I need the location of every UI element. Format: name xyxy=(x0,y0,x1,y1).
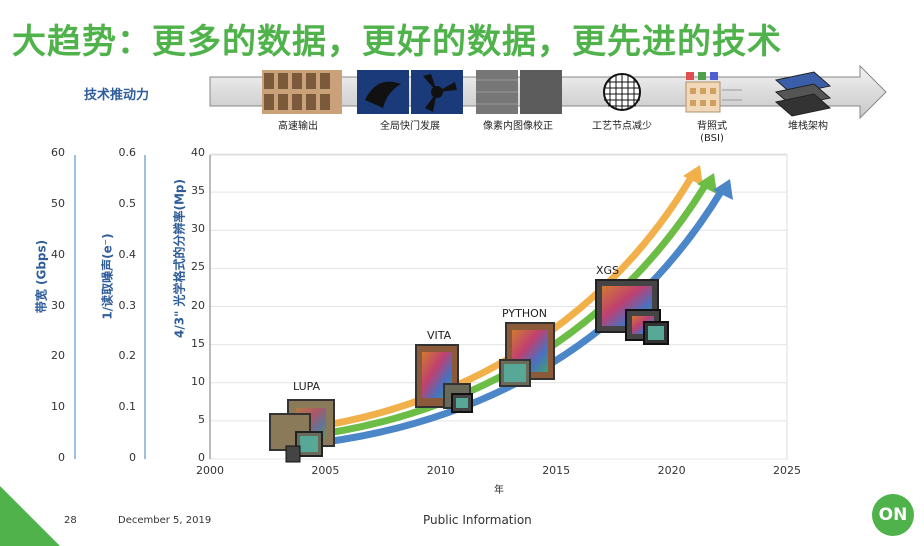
xgs-chips xyxy=(595,279,669,345)
tech-label-pixel-correction: 像素内图像校正 xyxy=(483,121,553,132)
tech-label-process-node: 工艺节点减少 xyxy=(592,121,652,132)
bandwidth-tick: 60 xyxy=(51,146,65,159)
stacked-architecture-image xyxy=(774,71,832,117)
tech-label-stacked: 堆栈架构 xyxy=(788,121,828,132)
on-logo: ON xyxy=(872,494,914,536)
noise-tick: 0.2 xyxy=(118,349,137,363)
x-tick: 2020 xyxy=(657,464,686,477)
bandwidth-axis-label: 带宽 (Gbps) xyxy=(34,239,49,314)
x-tick: 2025 xyxy=(773,464,801,477)
drivers-label: 技术推动力 xyxy=(84,88,150,103)
resolution-tick: 35 xyxy=(191,184,205,198)
footer-date: December 5, 2019 xyxy=(118,515,212,526)
tech-label-global-shutter: 全局快门发展 xyxy=(380,121,440,132)
x-tick: 2015 xyxy=(542,464,571,477)
page-number: 28 xyxy=(64,515,77,526)
vita-chips xyxy=(415,344,473,413)
noise-tick: 0.1 xyxy=(118,400,137,414)
chip-label-lupa: LUPA xyxy=(293,380,321,393)
tech-label-bsi: 背照式 xyxy=(697,121,727,132)
python-chips xyxy=(499,322,555,387)
resolution-tick: 10 xyxy=(191,374,205,388)
bandwidth-tick: 30 xyxy=(51,298,65,312)
bandwidth-tick: 50 xyxy=(51,196,65,210)
noise-tick: 0.4 xyxy=(118,247,137,261)
noise-tick: 0.6 xyxy=(118,146,137,159)
resolution-tick: 15 xyxy=(191,336,205,350)
tech-label-high-speed: 高速输出 xyxy=(278,121,318,132)
process-node-image xyxy=(603,73,641,111)
high-speed-output-image xyxy=(262,70,342,114)
resolution-tick: 40 xyxy=(191,146,205,159)
x-tick: 2000 xyxy=(196,464,224,477)
resolution-tick: 0 xyxy=(198,451,205,464)
tech-label-bsi-sub: (BSI) xyxy=(700,133,724,144)
footer-classification: Public Information xyxy=(423,513,532,527)
x-axis-label: 年 xyxy=(494,485,504,496)
resolution-tick: 25 xyxy=(191,260,205,274)
chip-label-vita: VITA xyxy=(427,329,452,342)
bandwidth-tick: 10 xyxy=(51,400,65,414)
noise-tick: 0.3 xyxy=(118,298,137,312)
global-shutter-image xyxy=(357,70,463,114)
x-tick: 2010 xyxy=(426,464,455,477)
bandwidth-tick: 40 xyxy=(51,247,65,261)
pixel-correction-image xyxy=(476,70,562,114)
bandwidth-tick: 20 xyxy=(51,349,65,363)
resolution-tick: 30 xyxy=(191,222,205,236)
resolution-axis-label: 4/3" 光学格式的分辨率(Mp) xyxy=(172,179,187,339)
slide-title: 大趋势：更多的数据，更好的数据，更先进的技术 xyxy=(12,22,782,62)
noise-tick: 0 xyxy=(129,451,136,464)
noise-tick: 0.5 xyxy=(118,196,137,210)
noise-axis-label: 1/读取噪声(e⁻) xyxy=(100,233,115,320)
chip-label-python: PYTHON xyxy=(502,307,547,320)
resolution-tick: 5 xyxy=(198,412,205,426)
footer-green-triangle xyxy=(0,486,60,546)
bandwidth-tick: 0 xyxy=(58,451,65,464)
bsi-image xyxy=(685,72,742,113)
x-tick: 2005 xyxy=(311,464,340,477)
resolution-tick: 20 xyxy=(191,298,205,312)
lupa-chips xyxy=(269,399,335,463)
chip-label-xgs: XGS xyxy=(596,264,620,277)
trend-chart xyxy=(74,153,788,463)
